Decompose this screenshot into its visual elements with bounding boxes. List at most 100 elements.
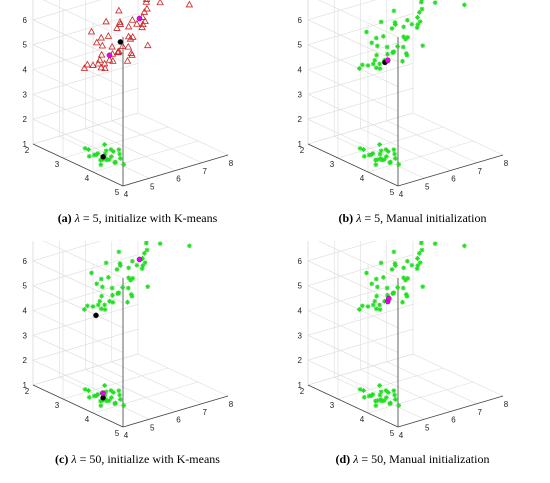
grid-line <box>32 328 139 361</box>
data-point-star <box>361 394 367 400</box>
z-tick-label: 2 <box>298 356 303 365</box>
z-tick-label: 3 <box>298 90 303 99</box>
data-point-star <box>387 401 393 407</box>
data-point-star <box>125 299 130 305</box>
data-point-triangle <box>126 34 135 42</box>
data-point-star <box>97 298 103 304</box>
data-point-star <box>99 284 105 290</box>
data-point-star <box>380 33 386 39</box>
data-point-star <box>120 285 126 290</box>
z-tick-label: 5 <box>298 41 303 50</box>
data-point-star <box>102 383 108 388</box>
data-point-star <box>380 274 386 280</box>
data-point-triangle <box>101 64 109 72</box>
y-axis-line <box>307 143 399 187</box>
data-point-star <box>365 304 371 309</box>
data-point-triangle <box>142 0 151 2</box>
data-point-star <box>361 147 366 152</box>
data-point-triangle <box>124 22 133 30</box>
data-point-star <box>414 25 420 31</box>
data-point-dot <box>136 15 143 22</box>
data-point-dot <box>100 153 106 160</box>
grid-line <box>85 128 176 171</box>
x-tick-label: 7 <box>478 167 483 176</box>
data-point-star <box>419 6 425 12</box>
grid-line <box>32 310 124 353</box>
y-tick-label: 5 <box>390 188 395 197</box>
z-tick-label: 4 <box>298 307 303 316</box>
grid-line <box>367 140 474 173</box>
data-point-star <box>359 303 365 309</box>
data-point-star <box>383 395 389 401</box>
x-axis-line <box>397 154 504 187</box>
data-point-star <box>391 290 397 296</box>
data-point-star <box>416 9 422 15</box>
grid-line <box>32 241 102 262</box>
data-point-star <box>139 266 145 272</box>
y-tick-label: 5 <box>390 429 395 438</box>
data-point-dot <box>136 256 143 263</box>
grid-line <box>32 285 124 328</box>
data-point-star <box>392 155 398 161</box>
grid-line <box>32 353 139 386</box>
caption-lambda-b: λ <box>356 211 362 225</box>
grid-line <box>62 367 169 400</box>
data-point-star <box>384 285 390 291</box>
data-point-star <box>401 265 407 271</box>
grid-line <box>307 285 399 328</box>
y-axis-line <box>32 143 124 187</box>
grid-line <box>307 13 414 45</box>
data-point-star <box>102 142 108 147</box>
data-point-star <box>392 151 398 157</box>
y-tick-label: 2 <box>300 146 305 155</box>
x-tick-label: 6 <box>176 416 181 425</box>
grid-line <box>307 0 377 21</box>
data-point-star <box>377 61 383 67</box>
grid-line <box>307 304 414 336</box>
y-tick-label: 2 <box>300 387 305 396</box>
caption-lambda-c: λ <box>71 452 77 466</box>
data-point-star <box>391 388 397 394</box>
grid-line <box>307 19 399 63</box>
data-point-triangle <box>123 56 132 64</box>
data-point-star <box>102 307 108 313</box>
grid-line <box>318 241 399 279</box>
grid-line <box>386 361 477 405</box>
x-tick-label: 6 <box>451 175 456 184</box>
z-tick-label: 1 <box>298 140 303 149</box>
data-point-star <box>95 302 101 308</box>
data-point-star <box>400 58 405 64</box>
grid-line <box>307 112 414 145</box>
x-tick-label: 7 <box>203 408 208 417</box>
data-point-star <box>116 290 122 296</box>
data-point-star <box>128 292 134 297</box>
data-point-star <box>378 389 384 395</box>
data-point-star <box>98 162 104 168</box>
caption-label-d: (d) <box>335 452 351 466</box>
data-point-star <box>129 258 135 264</box>
data-point-star <box>415 256 420 261</box>
grid-line <box>412 353 504 397</box>
data-point-star <box>385 390 391 395</box>
data-point-triangle <box>133 20 141 27</box>
z-tick-label: 4 <box>298 66 303 75</box>
data-point-star <box>141 250 147 256</box>
y-tick-label: 5 <box>115 429 120 438</box>
data-point-star <box>391 8 397 14</box>
grid-line <box>85 369 176 412</box>
scatter3d-plot-b: 4567823451234567 <box>298 0 509 199</box>
data-point-star <box>392 263 398 268</box>
data-point-star <box>404 258 410 264</box>
grid-line <box>32 44 124 87</box>
data-point-star <box>108 154 114 160</box>
scatter3d-plot-c: 4567823451234567 <box>23 241 234 440</box>
data-point-star <box>414 266 420 272</box>
data-point-triangle <box>140 8 149 15</box>
data-point-star <box>116 388 122 394</box>
data-point-star <box>102 302 108 308</box>
x-tick-label: 8 <box>504 159 509 168</box>
data-point-star <box>134 262 140 268</box>
data-point-star <box>86 394 92 400</box>
data-point-star <box>432 241 438 247</box>
data-point-star <box>395 44 401 49</box>
